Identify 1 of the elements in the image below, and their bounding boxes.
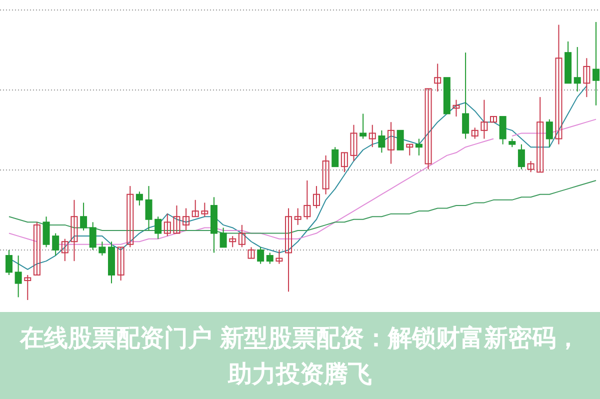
text: 在线股票配资门户 新型股票配资：解锁财富新密码，助力投资腾飞 xyxy=(18,323,582,390)
